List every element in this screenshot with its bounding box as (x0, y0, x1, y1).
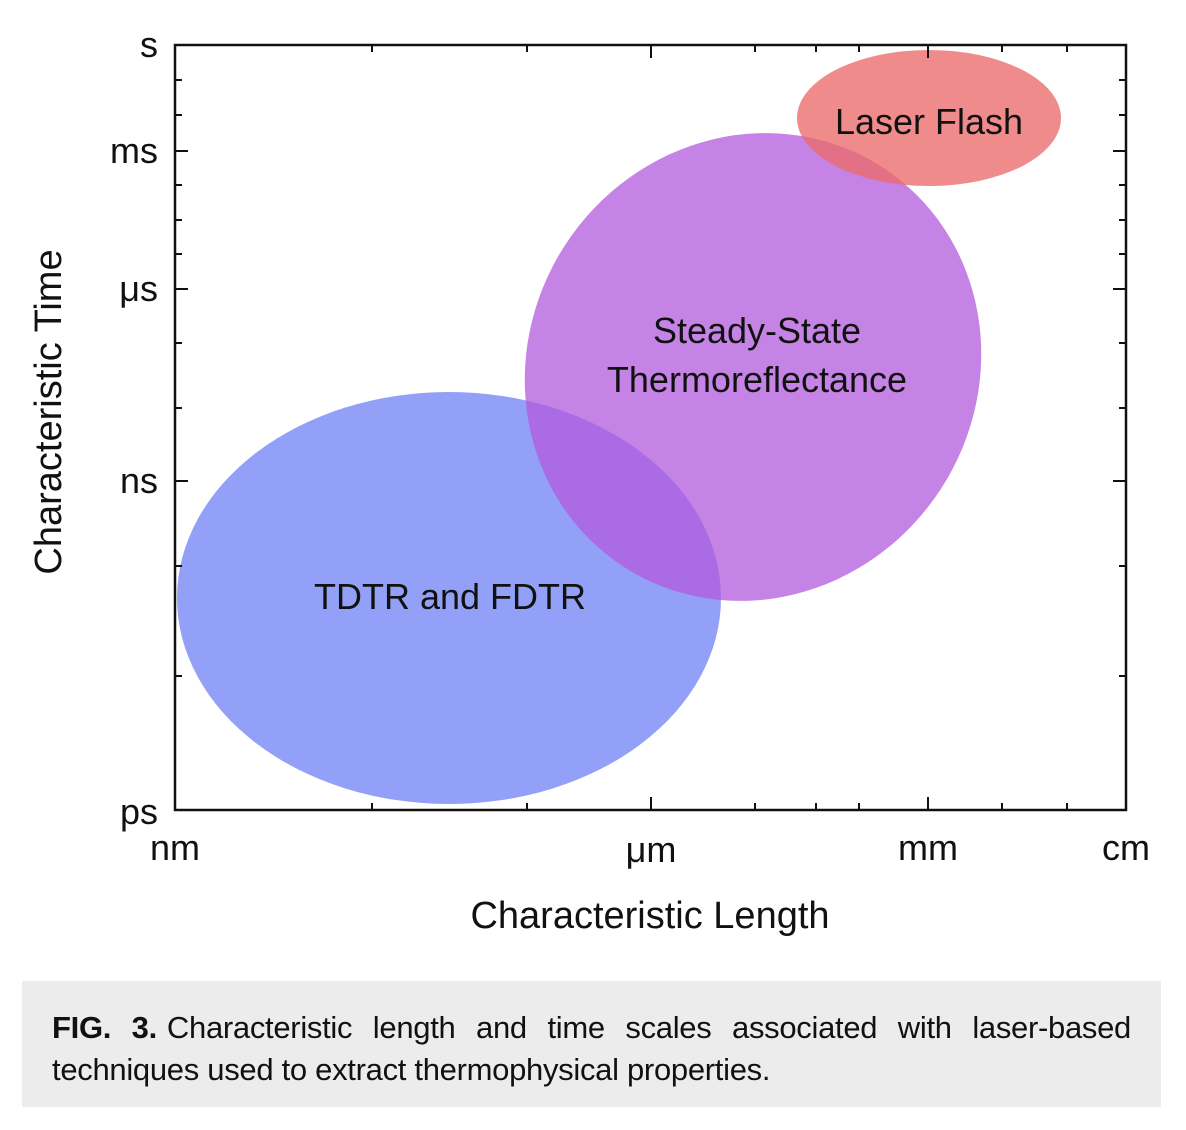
x-tick-labels: nm μm mm cm (150, 827, 1150, 870)
region-laser-flash (797, 50, 1061, 186)
y-tick-labels: s ms μs ns ps (110, 24, 158, 832)
axis-ticks (175, 45, 1126, 810)
region-labels: TDTR and FDTR Steady-State Thermoreflect… (314, 101, 1023, 617)
caption-body: Characteristic length and time scales as… (52, 1010, 1131, 1087)
x-tick-label-cm: cm (1102, 827, 1150, 868)
y-tick-label-ms: ms (110, 130, 158, 171)
y-axis-title: Characteristic Time (28, 249, 70, 574)
x-tick-label-mm: mm (898, 827, 958, 868)
region-label-laser-flash: Laser Flash (835, 101, 1023, 142)
x-tick-label-nm: nm (150, 827, 200, 868)
caption-text-block: FIG. 3. Characteristic length and time sc… (52, 1007, 1131, 1091)
y-tick-label-ns: ns (120, 460, 158, 501)
region-label-tdtr: TDTR and FDTR (314, 576, 586, 617)
y-tick-label-us: μs (119, 268, 158, 309)
region-label-steady-state-line-2: Thermoreflectance (607, 359, 907, 400)
caption-label: FIG. 3. (52, 1010, 157, 1045)
y-tick-label-ps: ps (120, 791, 158, 832)
figure-caption: FIG. 3. Characteristic length and time sc… (22, 981, 1161, 1107)
x-axis-title: Characteristic Length (470, 895, 829, 937)
diagram-figure: s ms μs ns ps nm μm mm cm Characteristic… (28, 24, 1150, 937)
region-steady-state (524, 133, 982, 601)
region-label-steady-state-line-1: Steady-State (653, 310, 861, 351)
y-tick-label-s: s (140, 24, 158, 65)
x-tick-label-um: μm (626, 829, 677, 870)
regions (177, 50, 1061, 804)
